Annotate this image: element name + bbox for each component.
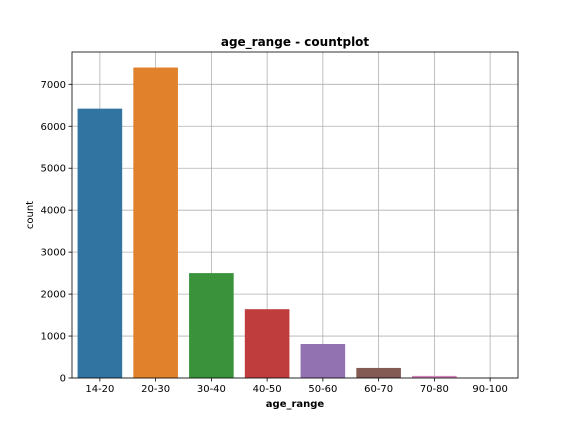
y-axis-ticks: 0 1000 2000 3000 4000 5000 6000 7000: [41, 80, 72, 385]
y-tick-label: 1000: [41, 332, 66, 343]
x-tick-label: 30-40: [197, 384, 226, 395]
x-tick-label: 20-30: [141, 384, 170, 395]
x-tick-label: 50-60: [308, 384, 337, 395]
x-tick-label: 40-50: [253, 384, 282, 395]
x-axis-ticks: 14-20 20-30 30-40 40-50 50-60 60-70 70-80 90-10…: [85, 378, 508, 395]
bar-40-50: [244, 309, 290, 378]
bar-60-70: [356, 367, 401, 378]
bar-30-40: [189, 273, 234, 378]
chart-title: age_range - countplot: [221, 35, 370, 50]
bar-70-80: [412, 375, 457, 378]
x-tick-label: 70-80: [420, 384, 449, 395]
x-tick-label: 14-20: [85, 384, 114, 395]
bar-14-20: [77, 108, 123, 378]
x-tick-label: 90-100: [472, 384, 507, 395]
y-tick-label: 3000: [41, 248, 66, 259]
y-axis-label: count: [25, 201, 36, 229]
axes-frame: [71, 51, 519, 379]
y-tick-label: 4000: [41, 206, 66, 217]
y-tick-label: 6000: [41, 122, 66, 133]
y-tick-label: 7000: [41, 80, 66, 91]
y-tick-label: 0: [60, 374, 66, 385]
y-tick-label: 5000: [41, 164, 66, 175]
bar-50-60: [300, 344, 346, 378]
y-tick-label: 2000: [41, 290, 66, 301]
x-tick-label: 60-70: [364, 384, 393, 395]
x-axis-label: age_range: [266, 399, 325, 410]
bar-20-30: [133, 67, 178, 379]
bars: [77, 67, 513, 379]
